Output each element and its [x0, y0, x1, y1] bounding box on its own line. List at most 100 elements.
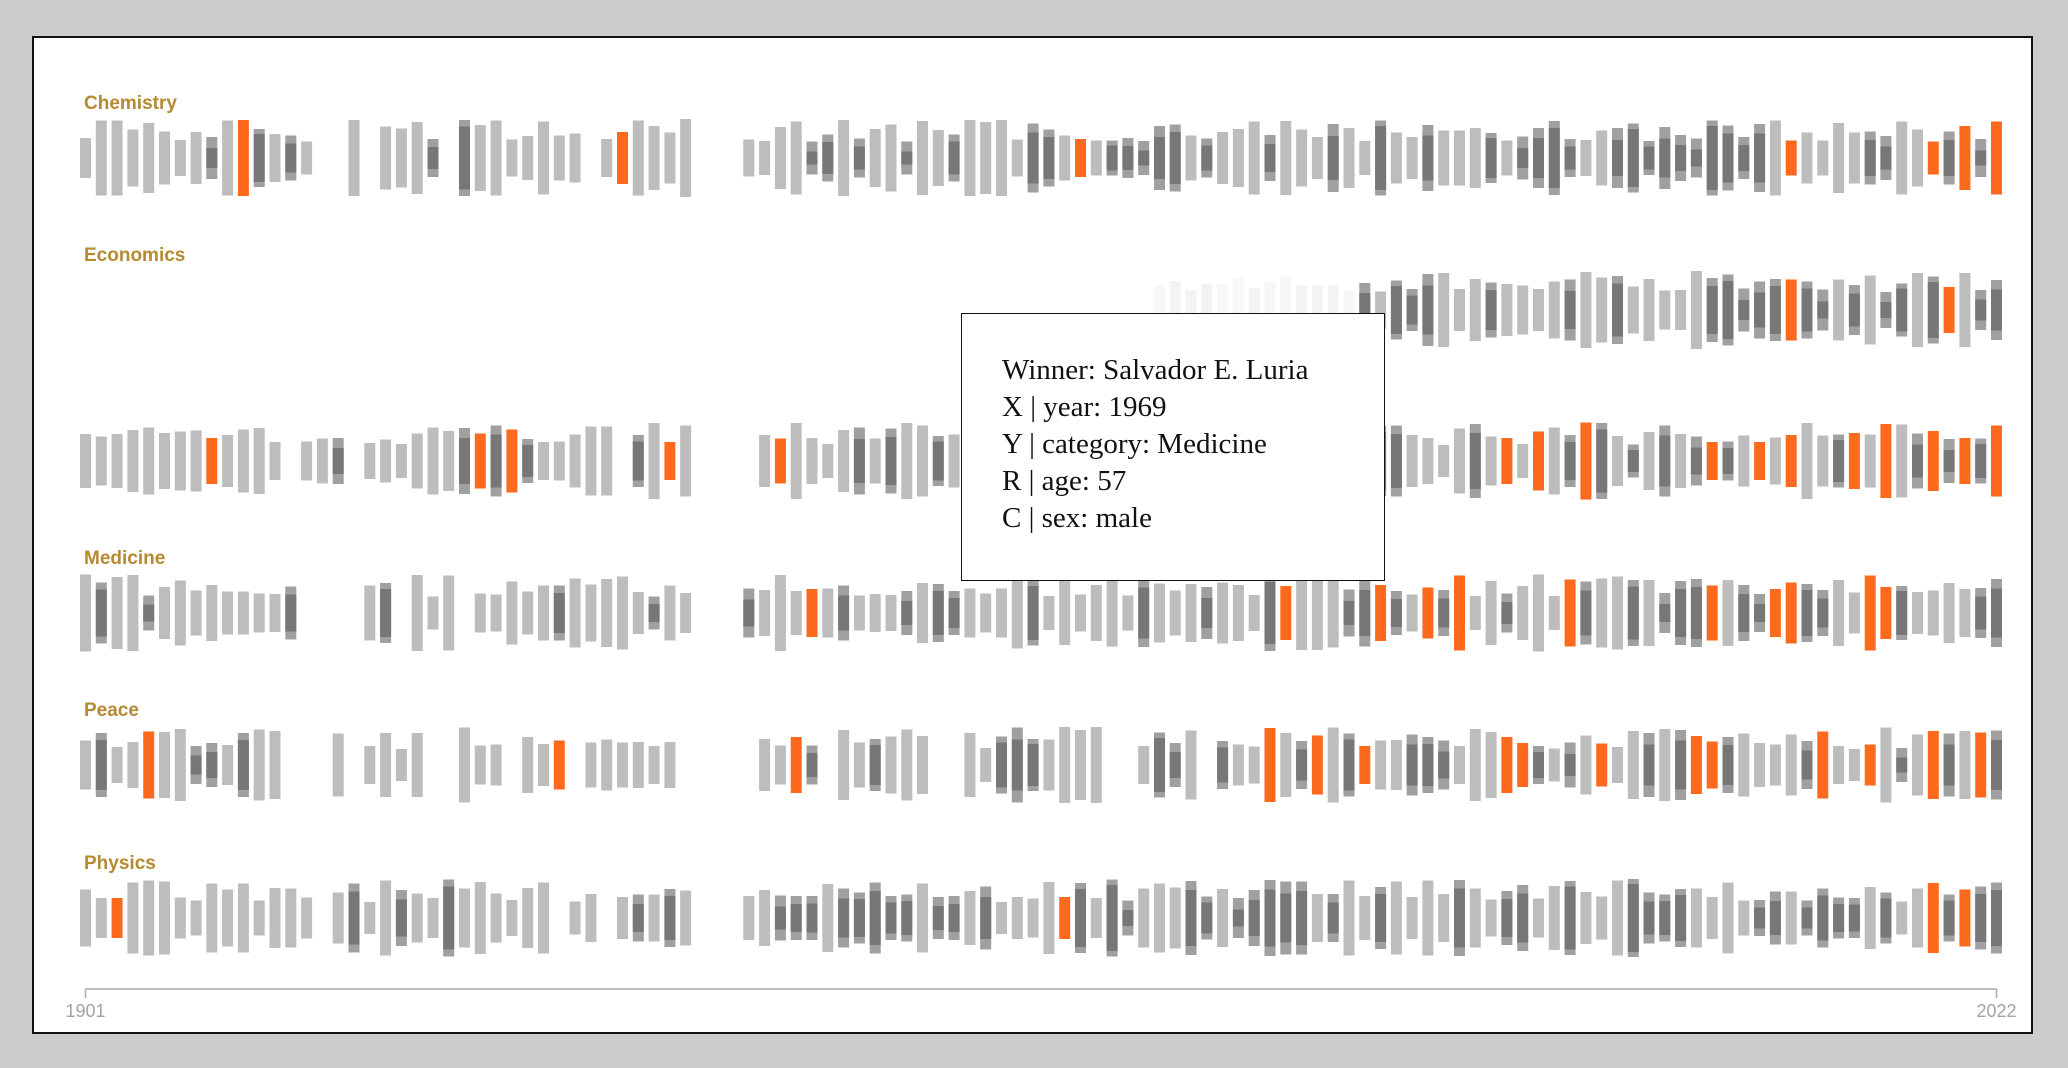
bar-overlap-physics-2008: [1769, 901, 1781, 935]
bar-chemistry-1981: [1343, 128, 1355, 188]
bar-literature-1905: [143, 427, 155, 495]
bar-medicine-1977: [1280, 586, 1292, 640]
bar-overlap-economics-2022: [1991, 289, 2002, 331]
bar-overlap-peace-2005: [1722, 745, 1734, 785]
bar-overlap-medicine-1902: [95, 589, 107, 637]
bar-economics-1969: [1154, 285, 1165, 335]
bar-physics-1973: [1217, 889, 1229, 947]
bar-overlap-chemistry-1983: [1375, 126, 1387, 190]
x-tick-label-start: 1901: [65, 1001, 105, 1021]
bar-economics-2019: [1943, 287, 1955, 333]
bar-overlap-chemistry-1980: [1327, 136, 1339, 180]
bar-overlap-chemistry-1994: [1548, 128, 1560, 188]
bar-chemistry-1910: [222, 120, 234, 196]
bar-economics-2012: [1833, 279, 1845, 341]
bar-chemistry-1901: [80, 138, 91, 178]
bar-physics-1914: [285, 888, 297, 948]
bar-economics-1997: [1596, 277, 1608, 343]
bar-overlap-medicine-2001: [1659, 604, 1671, 622]
bar-chemistry-1984: [1390, 132, 1402, 184]
bar-medicine-1988: [1454, 575, 1465, 651]
bar-chemistry-1932: [569, 133, 581, 183]
bar-overlap-peace-1909: [206, 752, 218, 778]
bar-chemistry-1951: [869, 129, 881, 187]
bar-overlap-medicine-1972: [1201, 598, 1213, 628]
bar-overlap-peace-1959: [996, 742, 1007, 788]
bar-overlap-chemistry-1972: [1201, 145, 1213, 171]
bar-overlap-peace-1985: [1406, 744, 1418, 786]
bar-medicine-1922: [411, 575, 423, 651]
bar-chemistry-1973: [1217, 132, 1229, 184]
bar-physics-1969: [1154, 883, 1165, 953]
bar-chemistry-1949: [838, 120, 850, 196]
bar-medicine-1924: [443, 575, 455, 651]
bar-literature-1901: [80, 434, 91, 488]
bar-chemistry-2018: [1927, 141, 1939, 175]
bar-economics-2017: [1912, 273, 1923, 347]
bar-overlap-literature-1927: [490, 434, 502, 488]
bar-economics-1987: [1438, 273, 1450, 347]
bar-physics-1904: [127, 882, 139, 954]
bar-chemistry-1903: [111, 120, 123, 196]
bar-overlap-physics-1951: [869, 891, 881, 945]
bar-literature-1986: [1422, 438, 1434, 484]
bar-overlap-medicine-1961: [1027, 586, 1039, 640]
bar-literature-2022: [1991, 425, 2002, 497]
bar-overlap-medicine-1955: [932, 591, 944, 635]
bar-physics-1907: [174, 897, 186, 939]
bar-peace-1982: [1359, 746, 1371, 784]
bar-physics-1912: [253, 900, 265, 936]
bar-chemistry-1952: [885, 124, 897, 192]
bar-overlap-peace-1961: [1027, 744, 1039, 786]
bar-literature-1953: [901, 423, 913, 499]
bar-overlap-medicine-1931: [553, 593, 565, 633]
bar-medicine-1962: [1043, 596, 1055, 630]
bar-overlap-physics-1936: [632, 904, 644, 932]
bar-chemistry-1945: [774, 127, 786, 189]
bar-peace-1901: [80, 740, 91, 790]
bar-medicine-1945: [774, 575, 786, 651]
bar-overlap-peace-2022: [1991, 740, 2002, 790]
bar-physics-2017: [1912, 888, 1923, 948]
category-label-economics: Economics: [84, 245, 185, 266]
bar-physics-2009: [1785, 891, 1797, 945]
bar-chemistry-2020: [1959, 126, 1971, 190]
bar-literature-1930: [538, 442, 549, 480]
bar-overlap-chemistry-1953: [901, 151, 913, 165]
bar-economics-1999: [1627, 286, 1639, 334]
bar-physics-1917: [332, 892, 344, 944]
bar-peace-1921: [395, 749, 407, 781]
bar-literature-1945: [774, 438, 786, 484]
bar-medicine-1959: [996, 588, 1007, 638]
bar-overlap-literature-2012: [1833, 440, 1845, 482]
tooltip: Winner: Salvador E. Luria X | year: 1969…: [961, 313, 1385, 581]
bar-overlap-chemistry-2014: [1864, 140, 1876, 176]
bar-chemistry-2010: [1801, 132, 1813, 184]
bar-overlap-economics-2006: [1738, 300, 1750, 320]
bar-physics-1913: [269, 888, 281, 948]
bar-peace-2020: [1959, 731, 1971, 799]
bar-physics-1984: [1390, 881, 1402, 955]
bar-literature-1998: [1612, 436, 1623, 486]
bar-economics-1991: [1501, 284, 1513, 336]
bar-overlap-literature-1952: [885, 437, 897, 485]
bar-economics-1996: [1580, 272, 1592, 348]
bar-medicine-1930: [538, 585, 549, 641]
bar-overlap-physics-2007: [1754, 907, 1766, 929]
bar-overlap-peace-2000: [1643, 744, 1655, 786]
bar-economics-1978: [1296, 285, 1308, 335]
bar-peace-1913: [269, 731, 281, 799]
bar-peace-1957: [964, 733, 976, 797]
bar-peace-1917: [332, 733, 344, 797]
bar-chemistry-1978: [1296, 129, 1308, 187]
bar-overlap-physics-1918: [348, 891, 360, 945]
bar-chemistry-1921: [395, 128, 407, 188]
bar-medicine-2012: [1833, 580, 1845, 646]
bar-physics-1979: [1311, 894, 1323, 942]
bar-physics-1906: [159, 881, 170, 955]
bar-literature-2011: [1817, 435, 1829, 487]
bar-peace-1934: [601, 739, 613, 791]
bar-physics-1939: [680, 890, 692, 946]
tooltip-y: Y | category: Medicine: [1002, 428, 1267, 460]
bar-physics-1920: [380, 880, 392, 956]
